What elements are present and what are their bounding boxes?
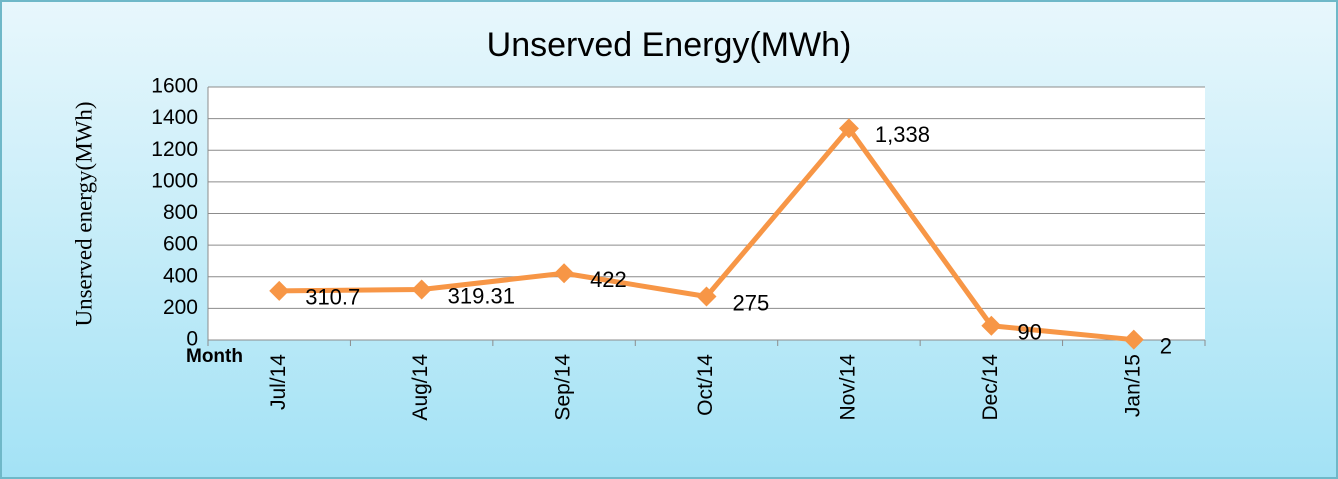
y-tick-label: 1600 <box>151 75 198 98</box>
x-tick-label: Dec/14 <box>979 354 1002 421</box>
y-tick-label: 400 <box>163 264 198 287</box>
data-label: 422 <box>590 267 627 292</box>
data-marker <box>1123 329 1144 350</box>
y-axis-label: Unserved energy(MWh) <box>71 101 96 326</box>
y-tick-label: 1200 <box>151 138 198 161</box>
data-label: 90 <box>1017 320 1041 345</box>
y-tick-label: 0 <box>186 328 198 351</box>
y-tick-label: 800 <box>163 201 198 224</box>
x-tick-label: Oct/14 <box>694 354 717 416</box>
x-tick-label: Jan/15 <box>1121 354 1144 417</box>
data-marker <box>696 286 717 307</box>
y-tick-label: 1000 <box>151 169 198 192</box>
data-label: 275 <box>733 290 770 315</box>
x-axis-label: Month <box>186 346 243 367</box>
y-tick-label: 600 <box>163 233 198 256</box>
data-marker <box>981 315 1002 336</box>
data-marker <box>554 263 575 284</box>
x-tick-label: Sep/14 <box>552 354 575 421</box>
data-marker <box>411 279 432 300</box>
y-tick-label: 1400 <box>151 106 198 129</box>
data-label: 310.7 <box>305 285 360 310</box>
x-tick-label: Jul/14 <box>267 354 290 410</box>
data-label: 2 <box>1160 333 1172 358</box>
x-tick-label: Nov/14 <box>836 354 859 421</box>
x-tick-label: Aug/14 <box>409 354 432 421</box>
data-marker <box>838 118 859 139</box>
data-label: 1,338 <box>875 122 930 147</box>
data-label: 319.31 <box>448 283 515 308</box>
chart-title: Unserved Energy(MWh) <box>487 26 852 64</box>
data-marker <box>269 280 290 301</box>
y-tick-label: 200 <box>163 296 198 319</box>
